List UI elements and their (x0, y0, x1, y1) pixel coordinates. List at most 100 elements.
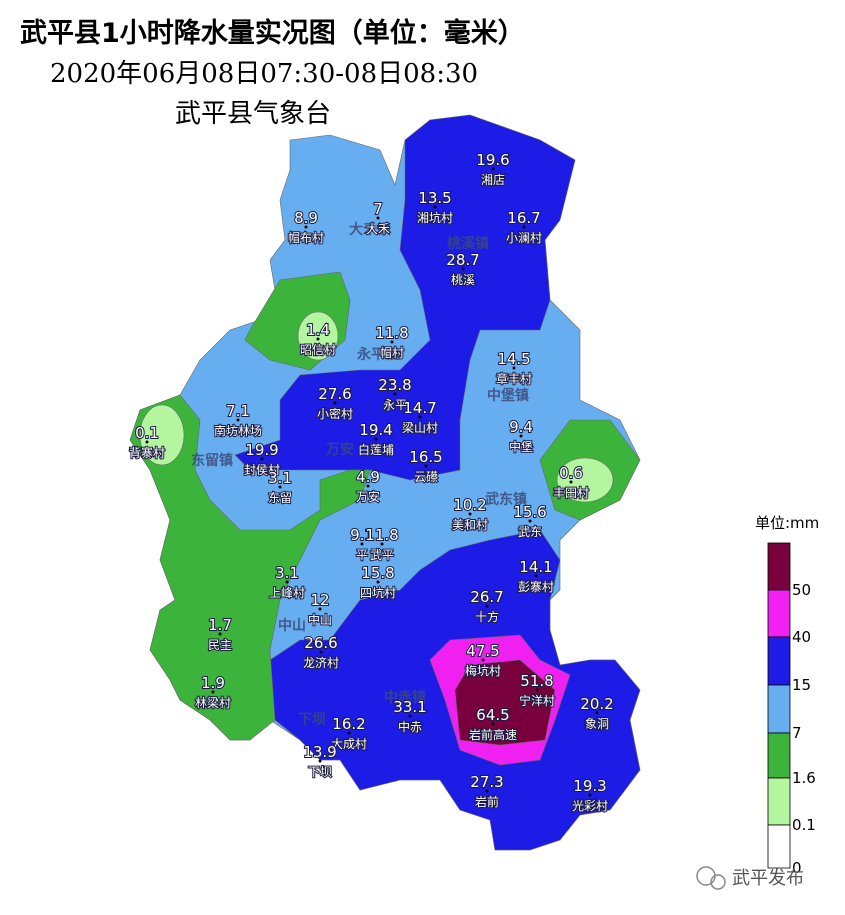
station-value: 1.9 (201, 674, 225, 692)
station-value: 14.5 (497, 350, 530, 368)
station-name: 帽布村 (288, 230, 324, 245)
station-name: 武平 (370, 548, 394, 562)
station-dot (595, 711, 599, 715)
station-name: 万安 (356, 489, 380, 504)
station-value: 13.9 (303, 743, 336, 761)
region-light-green (297, 311, 339, 361)
station-dot (481, 658, 485, 662)
stations: 19.6 湘店 13.5 湘坑村 16.7 小澜村 8.9 帽布村 7 大禾 28.7 桃溪 1.4 昭信… (128, 150, 615, 814)
time-range: 2020年06月08日07:30-08日08:30 (50, 59, 478, 89)
station-value: 3.1 (275, 564, 299, 582)
station-dot (534, 574, 538, 578)
station-dot (376, 216, 380, 220)
station-value: 26.6 (304, 634, 337, 652)
station-dot (433, 205, 437, 209)
station-name: 梅坑村 (465, 663, 501, 678)
station-value: 3.1 (268, 469, 292, 487)
station-name: 武东 (518, 525, 542, 539)
station-value: 9.4 (509, 418, 533, 436)
station-value: 19.9 (245, 441, 278, 459)
station-value: 11.8 (365, 526, 398, 544)
legend-label: 7 (792, 724, 802, 742)
station-value: 9.1 (350, 526, 374, 544)
station-value: 13.5 (418, 189, 451, 207)
station-value: 7 (373, 200, 383, 218)
station-dot (461, 267, 465, 271)
station-name: 中堡 (509, 439, 533, 454)
region-maroon (454, 659, 556, 746)
town-label: 桃溪镇 (447, 235, 489, 252)
town-label: 大禾镇 (349, 221, 391, 238)
legend-swatch (767, 542, 791, 591)
station-value: 47.5 (466, 642, 499, 660)
station-value: 0.1 (135, 424, 159, 442)
station-dot (424, 464, 428, 468)
station-dot (285, 580, 289, 584)
legend-swatch (767, 589, 791, 638)
station-dot (318, 759, 322, 763)
town-label: 武东镇 (485, 491, 527, 508)
legend-swatch (767, 732, 791, 779)
wechat-icon (710, 874, 726, 890)
station-dot (468, 512, 472, 516)
station-value: 16.7 (507, 209, 540, 227)
station-name: 东留 (268, 491, 292, 505)
legend-title: 单位:mm (755, 514, 819, 532)
station-name: 宁洋村 (519, 693, 555, 708)
station-dot (333, 401, 337, 405)
station-dot (491, 167, 495, 171)
station-name: 帽村 (380, 345, 404, 360)
station-name: 小密村 (317, 406, 353, 421)
station-value: 64.5 (476, 706, 509, 724)
station-value: 16.5 (409, 448, 442, 466)
legend: 单位:mm 50 40 15 7 1.6 0.1 0 (755, 514, 819, 877)
station-dot (374, 437, 378, 441)
legend-swatch (767, 777, 791, 826)
watermark: 武平发布 (696, 866, 804, 890)
station-dot (522, 225, 526, 229)
region-light-green (139, 404, 185, 466)
station-value: 51.8 (520, 672, 553, 690)
station-dot (260, 457, 264, 461)
station-name: 上峰村 (269, 586, 305, 600)
legend-label: 50 (792, 581, 811, 599)
station-dot (519, 434, 523, 438)
station-value: 28.7 (446, 251, 479, 269)
station-value: 7.1 (226, 402, 250, 420)
station-value: 15.6 (513, 503, 546, 521)
station-dot (366, 484, 370, 488)
station-name: 昭信村 (300, 343, 336, 357)
region-blue-north (234, 114, 576, 481)
station-dot (393, 392, 397, 396)
station-name: 四坑村 (360, 585, 396, 600)
station-value: 19.6 (476, 151, 509, 169)
station-name: 永平 (383, 398, 407, 412)
station-name: 桃溪 (451, 272, 475, 287)
station-name: 大成村 (331, 737, 367, 751)
legend-label: 0.1 (792, 816, 816, 834)
station-name: 中山 (308, 612, 332, 627)
station-value: 14.1 (519, 558, 552, 576)
station-name: 梁山村 (402, 420, 438, 435)
station-dot (569, 480, 573, 484)
station-dot (218, 632, 222, 636)
legend-swatch (767, 636, 791, 686)
station-name: 章丰村 (496, 371, 532, 386)
legend-label: 40 (792, 628, 811, 646)
station-dot (390, 340, 394, 344)
station-dot (418, 415, 422, 419)
region-light-green (556, 457, 614, 503)
station-dot (304, 225, 308, 229)
legend-label: 1.6 (792, 769, 816, 787)
station-value: 23.8 (378, 376, 411, 394)
station-name: 龙济村 (303, 655, 339, 670)
station-dot (528, 519, 532, 523)
station-dot (211, 690, 215, 694)
station-dot (491, 722, 495, 726)
station-value: 1.4 (306, 321, 330, 339)
station-name: 岩前 (475, 794, 499, 809)
station-dot (278, 485, 282, 489)
station-dot (347, 731, 351, 735)
station-name: 白莲埔 (358, 442, 394, 457)
